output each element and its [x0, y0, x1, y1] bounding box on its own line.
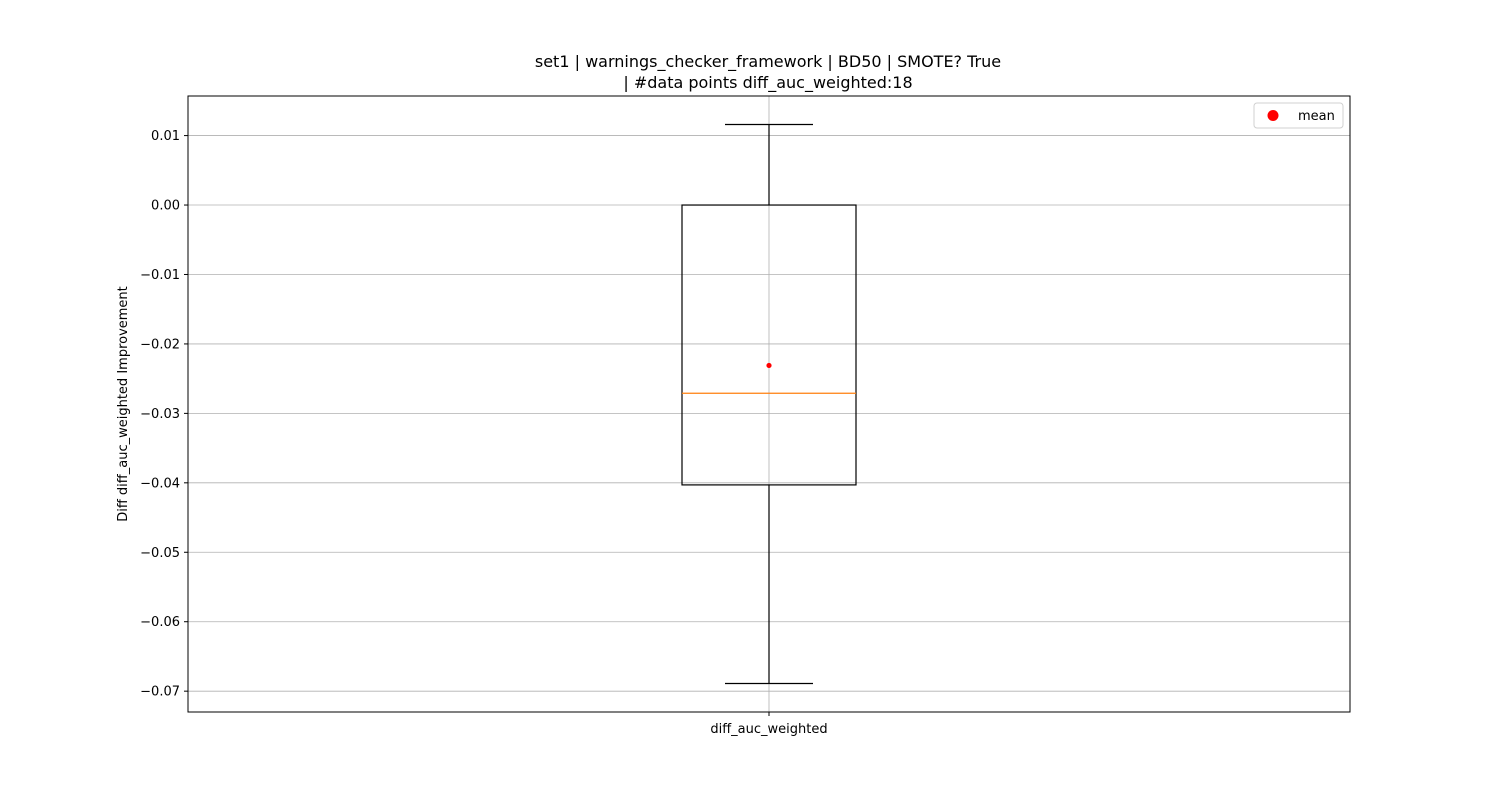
box-plot	[681, 123, 857, 685]
x-axis-ticks: diff_auc_weighted	[710, 712, 828, 737]
legend-mean-marker	[1267, 110, 1279, 121]
y-tick-label: −0.02	[140, 337, 180, 352]
y-tick-label: −0.03	[140, 407, 180, 422]
legend: mean	[1253, 102, 1344, 129]
chart-title-line2: | #data points diff_auc_weighted:18	[623, 73, 912, 93]
y-axis-ticks: 0.01 0.00 −0.01 −0.02 −0.03 −0.04 −0.05 −0.06 −0…	[140, 129, 188, 700]
y-tick-label: 0.01	[151, 129, 180, 144]
iqr-box	[681, 204, 857, 486]
legend-mean-label: mean	[1298, 109, 1335, 124]
y-tick-label: −0.06	[140, 615, 180, 630]
legend-frame	[1253, 102, 1344, 129]
mean-marker	[766, 362, 772, 369]
y-tick-label: −0.05	[140, 546, 180, 561]
grid-lines	[188, 96, 1350, 712]
y-tick-label: 0.00	[151, 199, 180, 214]
y-tick-label: −0.07	[140, 685, 180, 700]
y-axis-label: Diff diff_auc_weighted Improvement	[116, 286, 131, 522]
y-tick-label: −0.04	[140, 476, 180, 491]
y-tick-label: −0.01	[140, 268, 180, 283]
chart-title-line1: set1 | warnings_checker_framework | BD50…	[535, 52, 1001, 72]
x-tick-label: diff_auc_weighted	[710, 722, 827, 737]
